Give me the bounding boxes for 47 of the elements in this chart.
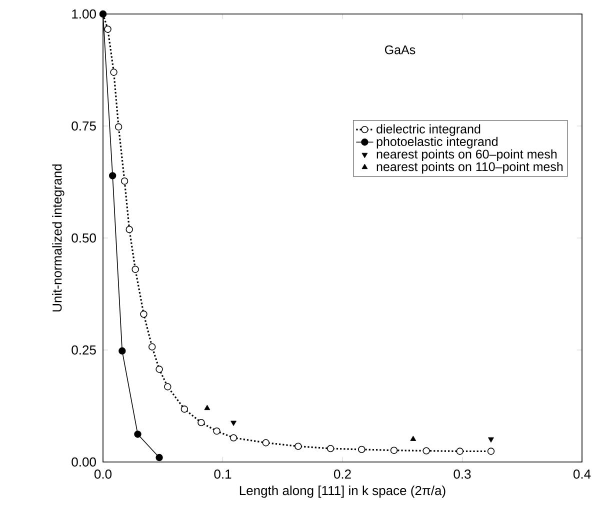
point <box>358 446 366 454</box>
x-tick-label: 0.2 <box>334 470 351 479</box>
annotation: GaAs <box>384 45 416 54</box>
point <box>156 366 163 373</box>
point <box>204 404 210 410</box>
x-tick-label: 0.4 <box>573 470 591 479</box>
y-axis-title: Unit-normalized integrand <box>52 164 64 312</box>
point <box>180 406 188 413</box>
point <box>230 434 238 442</box>
point <box>390 446 398 454</box>
y-tick-label: 1.00 <box>72 9 96 19</box>
y-tick-label: 0.75 <box>72 121 96 131</box>
point <box>108 172 116 180</box>
y-tick-label: 0.00 <box>72 457 96 467</box>
point <box>262 439 270 446</box>
legend-label: photoelastic integrand <box>376 136 498 148</box>
point <box>326 444 334 452</box>
point <box>110 68 118 76</box>
point <box>114 123 122 130</box>
point <box>140 310 148 318</box>
x-tick-label: 0.3 <box>454 470 471 479</box>
point <box>213 427 220 435</box>
point <box>488 437 494 443</box>
legend-label: nearest points on 110–point mesh <box>376 162 563 174</box>
point <box>134 430 142 438</box>
y-tick-label: 0.25 <box>72 345 96 355</box>
x-tick-label: 0.1 <box>214 470 232 479</box>
point <box>104 26 112 33</box>
point <box>132 266 139 273</box>
point <box>198 418 205 426</box>
x-tick-label: 0.0 <box>94 470 112 479</box>
legend-label: dielectric integrand <box>376 124 480 136</box>
point <box>456 448 464 455</box>
point <box>148 343 156 350</box>
point <box>294 442 302 450</box>
point <box>126 226 133 234</box>
point <box>120 178 128 185</box>
point <box>410 436 416 441</box>
point <box>487 448 495 455</box>
point <box>230 420 236 426</box>
point <box>118 347 126 354</box>
legend-label: nearest points on 60–point mesh <box>376 149 557 162</box>
x-axis-title: Length along [111] in k space (2π/a) <box>240 486 446 498</box>
point <box>156 454 163 462</box>
y-tick-label: 0.50 <box>72 233 96 243</box>
point <box>164 383 172 390</box>
point <box>422 447 430 454</box>
